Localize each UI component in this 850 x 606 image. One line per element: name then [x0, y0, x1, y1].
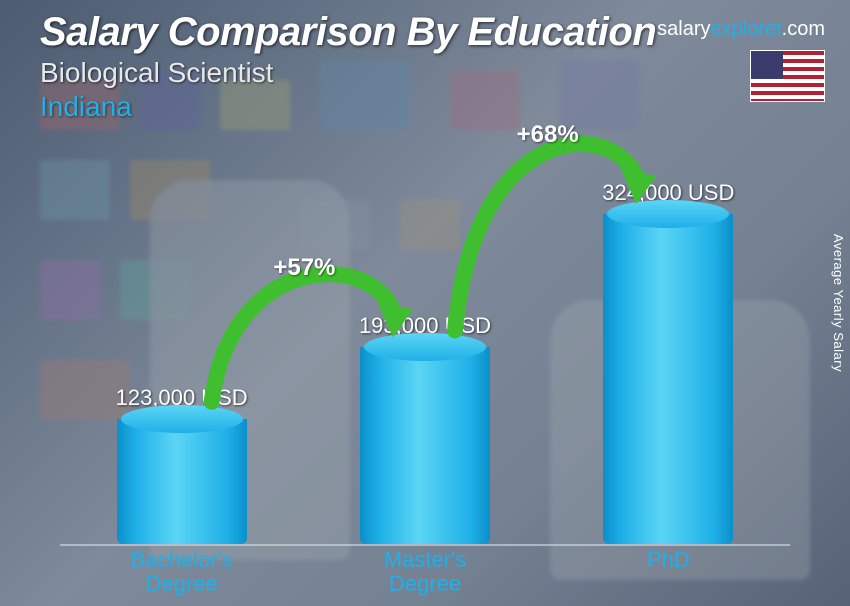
bar-group: 123,000 USD: [82, 385, 282, 544]
category-labels: Bachelor'sDegree Master'sDegree PhD: [60, 548, 790, 598]
jump-percent-label: +57%: [273, 254, 335, 282]
brand-suffix: .com: [782, 18, 825, 40]
category-label: PhD: [568, 548, 768, 598]
bar-group: 324,000 USD: [568, 180, 768, 544]
brand-logo: salaryexplorer.com: [657, 18, 825, 41]
page-subtitle: Biological Scientist: [40, 57, 830, 89]
brand-prefix: salary: [657, 18, 710, 40]
bar-chart: 123,000 USD 193,000 USD324,000 USD: [60, 146, 790, 546]
bar-group: 193,000 USD: [325, 313, 525, 544]
bar: [117, 419, 247, 544]
jump-percent-label: +68%: [517, 121, 579, 149]
page-location: Indiana: [40, 91, 830, 123]
category-label: Bachelor'sDegree: [82, 548, 282, 598]
bar: [360, 347, 490, 544]
flag-us: [750, 50, 825, 102]
brand-mid: explorer: [711, 18, 782, 40]
bar: [603, 214, 733, 544]
y-axis-label: Average Yearly Salary: [831, 234, 846, 372]
category-label: Master'sDegree: [325, 548, 525, 598]
